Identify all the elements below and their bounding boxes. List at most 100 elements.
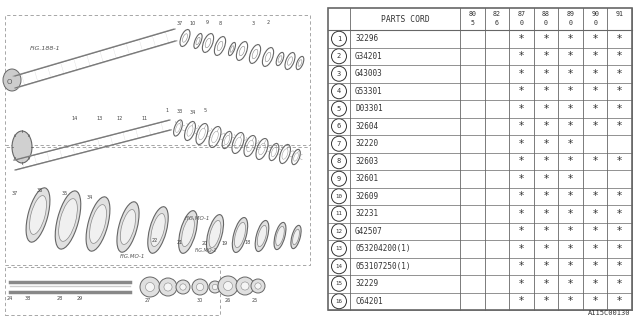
Circle shape <box>223 282 232 291</box>
Text: *: * <box>568 296 573 306</box>
Bar <box>5 147 310 265</box>
Text: 10: 10 <box>190 21 196 26</box>
Text: 91: 91 <box>616 11 624 17</box>
Text: *: * <box>593 226 598 236</box>
Text: *: * <box>617 296 622 306</box>
Text: 0: 0 <box>593 20 597 26</box>
Text: *: * <box>593 69 598 79</box>
Ellipse shape <box>12 131 32 163</box>
Ellipse shape <box>292 229 300 245</box>
Text: 8: 8 <box>337 158 341 164</box>
Circle shape <box>218 276 238 296</box>
Text: *: * <box>617 244 622 254</box>
Text: 26: 26 <box>225 298 231 303</box>
Text: 3: 3 <box>252 21 255 26</box>
Text: FIG.MO-1: FIG.MO-1 <box>185 216 211 221</box>
Text: *: * <box>543 226 548 236</box>
Text: *: * <box>568 51 573 61</box>
Text: 4: 4 <box>337 88 341 94</box>
Text: 14: 14 <box>72 116 78 121</box>
Text: 13: 13 <box>335 246 342 251</box>
Ellipse shape <box>148 207 168 253</box>
Text: *: * <box>568 69 573 79</box>
Text: *: * <box>568 86 573 96</box>
Text: O: O <box>6 79 12 85</box>
Ellipse shape <box>59 199 77 241</box>
Text: *: * <box>593 244 598 254</box>
Text: *: * <box>519 244 524 254</box>
Text: *: * <box>519 104 524 114</box>
Text: *: * <box>543 104 548 114</box>
Text: 36: 36 <box>37 188 43 193</box>
Ellipse shape <box>234 222 246 248</box>
Text: 6: 6 <box>337 123 341 129</box>
Text: *: * <box>519 69 524 79</box>
Ellipse shape <box>26 188 50 242</box>
Text: *: * <box>568 209 573 219</box>
Text: *: * <box>568 191 573 201</box>
Text: 22: 22 <box>152 238 158 243</box>
Text: 6: 6 <box>495 20 499 26</box>
Text: G53301: G53301 <box>355 87 383 96</box>
Text: *: * <box>519 86 524 96</box>
Text: 89: 89 <box>566 11 575 17</box>
Text: *: * <box>593 156 598 166</box>
Text: 34: 34 <box>190 110 196 115</box>
Text: *: * <box>519 139 524 149</box>
Text: 0: 0 <box>568 20 573 26</box>
Text: 3: 3 <box>337 71 341 77</box>
Text: 34: 34 <box>87 195 93 200</box>
Circle shape <box>255 283 261 289</box>
Text: 20: 20 <box>202 241 208 246</box>
Ellipse shape <box>209 220 221 248</box>
Text: 9: 9 <box>337 176 341 182</box>
Circle shape <box>164 283 172 291</box>
Ellipse shape <box>90 204 106 244</box>
Text: *: * <box>617 121 622 131</box>
Text: 18: 18 <box>245 240 251 245</box>
Text: *: * <box>568 104 573 114</box>
Text: 29: 29 <box>77 296 83 301</box>
Text: 10: 10 <box>335 194 342 199</box>
Text: FIG.188-1: FIG.188-1 <box>30 46 61 51</box>
Text: 2: 2 <box>337 53 341 59</box>
Text: 2: 2 <box>266 20 269 25</box>
Circle shape <box>251 279 265 293</box>
Text: *: * <box>543 244 548 254</box>
Text: *: * <box>568 174 573 184</box>
Text: *: * <box>593 261 598 271</box>
Text: 32231: 32231 <box>355 209 378 218</box>
Text: *: * <box>593 51 598 61</box>
Text: 19: 19 <box>222 241 228 246</box>
Text: 5: 5 <box>337 106 341 112</box>
Text: G42507: G42507 <box>355 227 383 236</box>
Text: *: * <box>617 261 622 271</box>
Text: C64201: C64201 <box>355 297 383 306</box>
Text: 21: 21 <box>177 240 183 245</box>
Text: 13: 13 <box>97 116 103 121</box>
Circle shape <box>236 277 254 295</box>
Text: *: * <box>593 86 598 96</box>
Text: 24: 24 <box>7 296 13 301</box>
Ellipse shape <box>29 196 47 235</box>
Text: *: * <box>617 279 622 289</box>
Text: *: * <box>543 261 548 271</box>
Circle shape <box>196 284 204 291</box>
Text: G34201: G34201 <box>355 52 383 61</box>
Text: *: * <box>593 279 598 289</box>
Text: 37: 37 <box>177 21 183 26</box>
Text: 32229: 32229 <box>355 279 378 288</box>
Text: 7: 7 <box>337 141 341 147</box>
Text: G43003: G43003 <box>355 69 383 78</box>
Text: *: * <box>617 69 622 79</box>
Text: *: * <box>543 69 548 79</box>
Text: *: * <box>568 121 573 131</box>
Text: *: * <box>519 156 524 166</box>
Ellipse shape <box>151 213 165 246</box>
Text: *: * <box>519 261 524 271</box>
Text: FIG.MO-1: FIG.MO-1 <box>195 248 218 253</box>
Text: 87: 87 <box>517 11 525 17</box>
Text: 12: 12 <box>117 116 123 121</box>
Text: 053204200(1): 053204200(1) <box>355 244 410 253</box>
Text: *: * <box>519 226 524 236</box>
